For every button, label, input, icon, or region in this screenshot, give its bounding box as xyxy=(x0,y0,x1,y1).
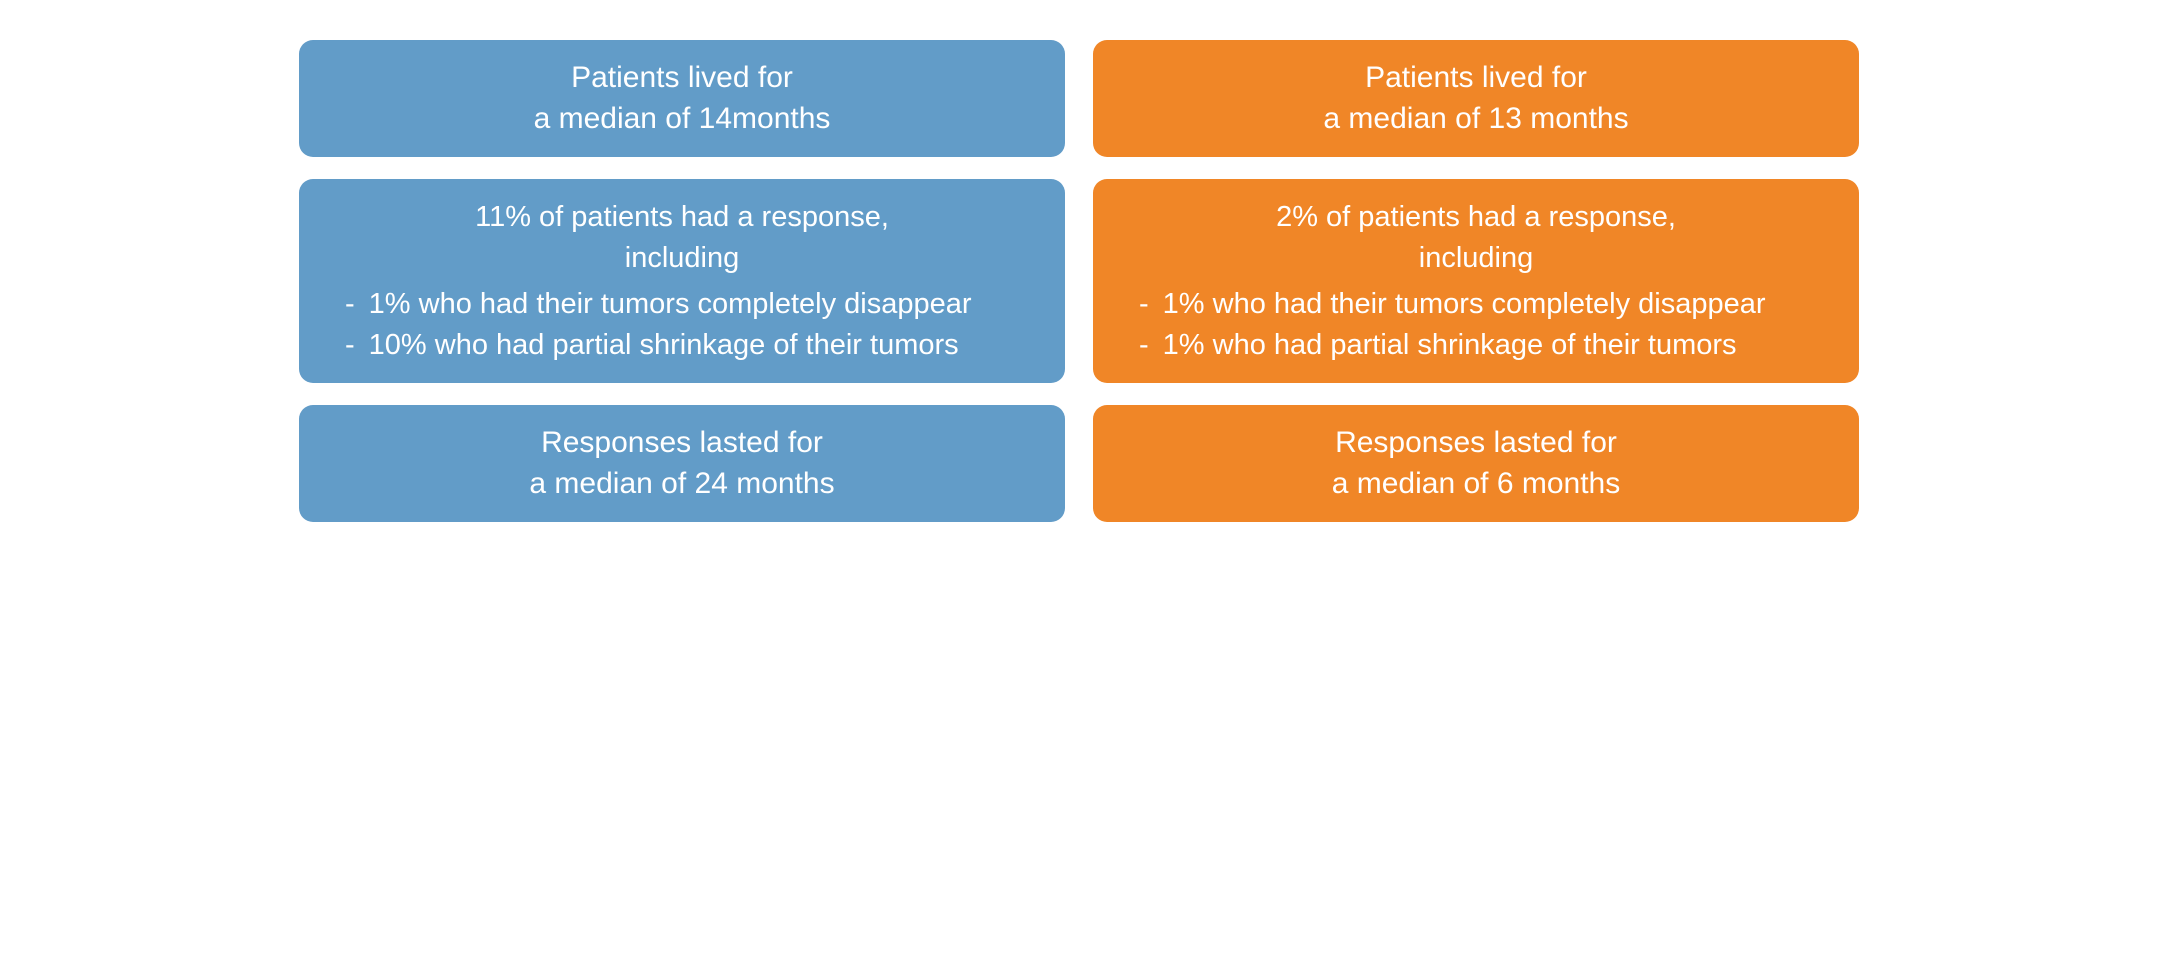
left-bullet-0: 1% who had their tumors completely disap… xyxy=(369,284,1029,325)
left-bullet-1: 10% who had partial shrinkage of their t… xyxy=(369,325,1029,366)
right-survival-line1: Patients lived for xyxy=(1365,61,1587,94)
left-survival-card: Patients lived for a median of 14months xyxy=(299,40,1065,157)
left-bullet-list: - 1% who had their tumors completely dis… xyxy=(335,284,1029,365)
left-response-header-line2: including xyxy=(625,242,739,274)
right-duration-line1: Responses lasted for xyxy=(1335,426,1617,459)
right-survival-line2: a median of 13 months xyxy=(1323,102,1628,135)
list-item: - 10% who had partial shrinkage of their… xyxy=(345,325,1029,366)
left-response-header-line1: 11% of patients had a response, xyxy=(475,201,889,233)
list-item: - 1% who had their tumors completely dis… xyxy=(345,284,1029,325)
left-survival-text: Patients lived for a median of 14months xyxy=(335,58,1029,139)
left-duration-line2: a median of 24 months xyxy=(529,467,834,500)
right-duration-line2: a median of 6 months xyxy=(1332,467,1621,500)
comparison-grid: Patients lived for a median of 14months … xyxy=(299,40,1859,522)
right-response-header-line2: including xyxy=(1419,242,1533,274)
dash-icon: - xyxy=(345,284,369,325)
right-duration-card: Responses lasted for a median of 6 month… xyxy=(1093,405,1859,522)
right-bullet-list: - 1% who had their tumors completely dis… xyxy=(1129,284,1823,365)
right-bullet-0: 1% who had their tumors completely disap… xyxy=(1163,284,1823,325)
right-response-header-line1: 2% of patients had a response, xyxy=(1276,201,1676,233)
left-duration-text: Responses lasted for a median of 24 mont… xyxy=(335,423,1029,504)
left-duration-line1: Responses lasted for xyxy=(541,426,823,459)
right-survival-text: Patients lived for a median of 13 months xyxy=(1129,58,1823,139)
list-item: - 1% who had their tumors completely dis… xyxy=(1139,284,1823,325)
left-duration-card: Responses lasted for a median of 24 mont… xyxy=(299,405,1065,522)
right-response-header: 2% of patients had a response, including xyxy=(1129,197,1823,278)
left-response-card: 11% of patients had a response, includin… xyxy=(299,179,1065,383)
dash-icon: - xyxy=(345,325,369,366)
right-survival-card: Patients lived for a median of 13 months xyxy=(1093,40,1859,157)
dash-icon: - xyxy=(1139,284,1163,325)
left-response-header: 11% of patients had a response, includin… xyxy=(335,197,1029,278)
dash-icon: - xyxy=(1139,325,1163,366)
list-item: - 1% who had partial shrinkage of their … xyxy=(1139,325,1823,366)
right-bullet-1: 1% who had partial shrinkage of their tu… xyxy=(1163,325,1823,366)
left-survival-line2: a median of 14months xyxy=(534,102,831,135)
right-response-card: 2% of patients had a response, including… xyxy=(1093,179,1859,383)
left-survival-line1: Patients lived for xyxy=(571,61,793,94)
right-duration-text: Responses lasted for a median of 6 month… xyxy=(1129,423,1823,504)
